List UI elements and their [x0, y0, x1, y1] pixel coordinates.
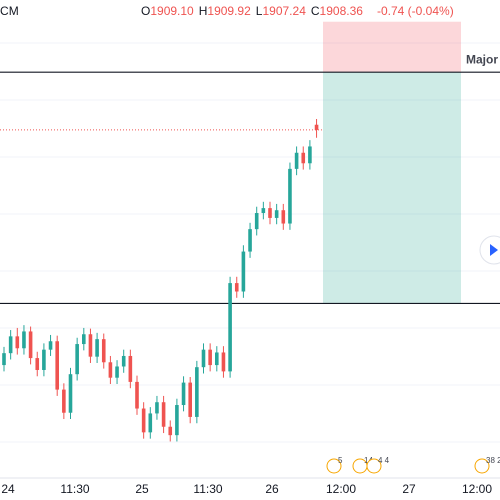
- candle-body: [161, 402, 166, 427]
- x-tick-label: 26: [265, 482, 279, 496]
- event-icon: [474, 458, 490, 474]
- candle-body: [141, 408, 146, 433]
- candle-body: [15, 336, 20, 349]
- candle-body: [48, 341, 53, 350]
- candle-body: [181, 382, 186, 406]
- candle-body: [148, 413, 153, 433]
- candle-body: [108, 362, 113, 378]
- candle-body: [22, 331, 26, 349]
- level-label: Major: [466, 52, 498, 66]
- candle-body: [288, 168, 292, 224]
- candle-body: [281, 210, 286, 224]
- candle-body: [75, 344, 79, 375]
- ohlc-value: 1908.36: [320, 4, 364, 18]
- candle-body: [121, 355, 126, 367]
- candle-body: [101, 339, 106, 363]
- event-label: 4 4: [378, 456, 390, 465]
- candle-body: [301, 152, 306, 164]
- candle-body: [35, 358, 40, 370]
- stop-zone: [323, 21, 461, 73]
- candle-body: [274, 210, 279, 218]
- candle-body: [55, 341, 59, 390]
- candle-body: [234, 283, 239, 292]
- candle-body: [215, 352, 219, 366]
- candle-body: [8, 336, 13, 354]
- candle-body: [195, 367, 199, 417]
- x-tick-label: 12:00: [462, 482, 492, 496]
- candle-body: [208, 349, 212, 366]
- x-tick-label: 12:00: [326, 482, 356, 496]
- candle-body: [135, 381, 139, 409]
- ohlc-label: O: [141, 4, 150, 18]
- scroll-icon: [490, 244, 498, 256]
- candle-body: [248, 229, 252, 252]
- candle-body: [168, 426, 173, 436]
- plot: Major: [0, 21, 500, 442]
- candle-body: [95, 339, 99, 357]
- ohlc-value: 1907.24: [262, 4, 306, 18]
- event-label: 5: [338, 456, 343, 465]
- candle-body: [175, 405, 179, 436]
- symbol-title: U.S. Dollar · 30 · FXCM: [0, 4, 19, 18]
- candle-body: [188, 382, 192, 417]
- candle-body: [68, 374, 73, 413]
- candle-body: [2, 353, 6, 366]
- candle-body: [228, 283, 232, 372]
- candle-body: [88, 334, 93, 357]
- ohlc-value: 1909.10: [150, 4, 194, 18]
- candle-body: [268, 208, 272, 218]
- event-label: 14: [364, 456, 373, 465]
- candle-body: [261, 208, 266, 214]
- candle-body: [314, 124, 319, 130]
- candle-body: [115, 366, 119, 378]
- candle-body: [308, 146, 312, 164]
- x-tick-label: 24: [1, 482, 15, 496]
- event-icon: [326, 458, 342, 474]
- ohlc-value: 1909.92: [207, 4, 251, 18]
- x-tick-label: 25: [135, 482, 149, 496]
- candle-body: [28, 331, 33, 359]
- candle-body: [221, 352, 226, 372]
- candle-body: [42, 349, 46, 370]
- candle-body: [128, 355, 133, 382]
- candle-body: [241, 251, 246, 292]
- candle-body: [62, 389, 66, 413]
- event-icon: [366, 458, 382, 474]
- ohlc-legend: O 1909.10 H 1909.92 L 1907.24 C 1908.36: [141, 4, 363, 18]
- ohlc-label: L: [256, 4, 263, 18]
- ohlc-label: C: [311, 4, 320, 18]
- candle-body: [82, 334, 86, 345]
- ohlc-label: H: [199, 4, 208, 18]
- candle-body: [201, 349, 206, 368]
- x-tick-label: 27: [402, 482, 416, 496]
- target-zone: [323, 72, 461, 304]
- candle-body: [294, 152, 299, 169]
- event-label: 38 2: [486, 456, 500, 465]
- candle-body: [254, 213, 259, 230]
- candle-body: [155, 402, 159, 414]
- x-tick-label: 11:30: [193, 482, 222, 496]
- grid: [0, 42, 500, 443]
- change: -0.74 (-0.04%): [377, 4, 454, 18]
- x-tick-label: 11:30: [60, 482, 89, 496]
